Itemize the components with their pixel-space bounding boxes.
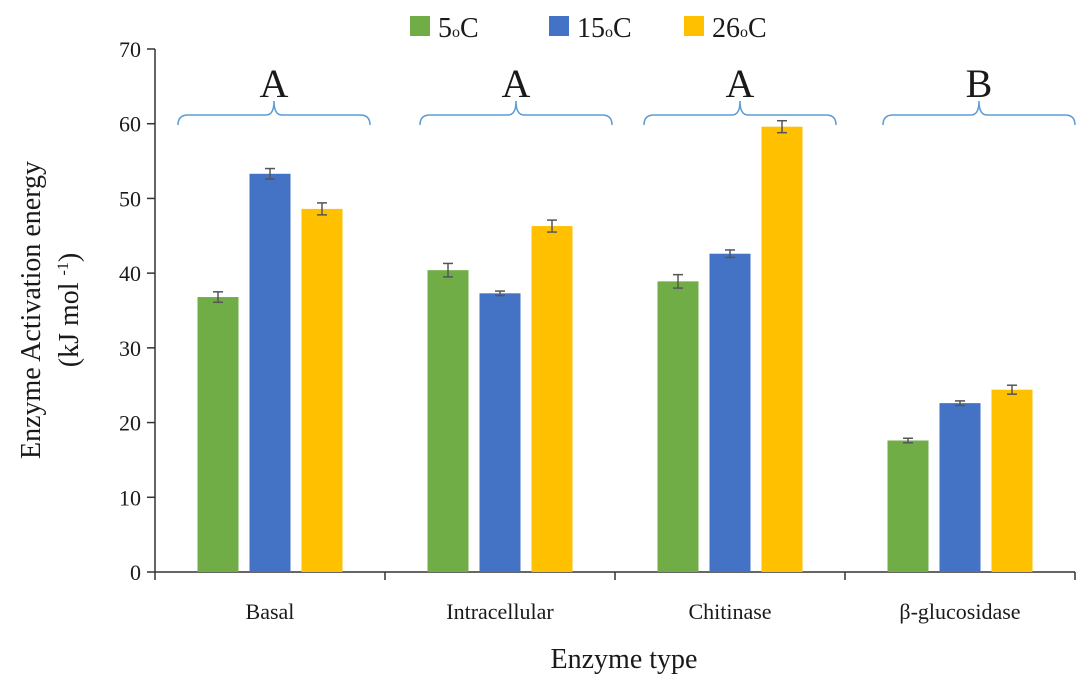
error-bar <box>317 202 327 216</box>
bar <box>301 208 343 573</box>
x-category-label: Intracellular <box>446 599 554 624</box>
legend-swatch <box>684 16 704 36</box>
error-bar <box>547 219 557 233</box>
curly-bracket <box>177 100 371 126</box>
legend-item: 5oC <box>410 13 479 44</box>
y-tick-label: 0 <box>130 560 141 585</box>
curly-bracket <box>643 100 837 126</box>
bar <box>531 226 573 572</box>
group-letter: A <box>502 61 531 106</box>
error-bar <box>673 273 683 289</box>
y-tick-label: 70 <box>119 37 141 62</box>
bar <box>197 297 239 572</box>
legend-label: 26oC <box>712 13 767 44</box>
error-bar <box>265 167 275 180</box>
bar-series <box>197 126 1033 573</box>
y-axis-title: Enzyme Activation energy (kJ mol -1) <box>16 161 85 459</box>
curly-bracket <box>882 100 1076 126</box>
error-bar <box>777 119 787 134</box>
error-bar <box>213 291 223 304</box>
legend-item: 26oC <box>684 13 767 44</box>
y-tick-label: 50 <box>119 186 141 211</box>
x-axis-title: Enzyme type <box>551 644 698 675</box>
y-tick-label: 30 <box>119 336 141 361</box>
curly-bracket <box>419 100 613 126</box>
bar <box>709 253 751 572</box>
y-axis: 0 10 20 30 40 50 60 70 <box>119 37 156 585</box>
legend-swatch <box>549 16 569 36</box>
bar <box>939 403 981 572</box>
bar <box>887 440 929 572</box>
bar <box>249 173 291 572</box>
y-axis-title-line2: (kJ mol -1) <box>54 253 85 367</box>
error-bar <box>955 400 965 407</box>
legend-swatch <box>410 16 430 36</box>
legend: 5oC 15oC 26oC <box>410 13 767 44</box>
error-bar <box>495 290 505 297</box>
y-axis-title-line1: Enzyme Activation energy <box>16 161 47 459</box>
group-letter: A <box>726 61 755 106</box>
error-bar <box>443 262 453 278</box>
y-tick-label: 20 <box>119 411 141 436</box>
x-axis: Basal Intracellular Chitinase β-glucosidase <box>154 571 1076 624</box>
group-letter: B <box>966 61 993 106</box>
error-bars <box>213 119 1017 444</box>
y-tick-label: 60 <box>119 112 141 137</box>
legend-label: 5oC <box>438 13 479 44</box>
error-bar <box>1007 384 1017 395</box>
x-category-label: Basal <box>246 599 295 624</box>
x-category-label: β-glucosidase <box>899 599 1020 624</box>
y-tick-label: 10 <box>119 485 141 510</box>
bar <box>657 281 699 572</box>
bar <box>479 293 521 572</box>
x-category-label: Chitinase <box>688 599 771 624</box>
legend-label: 15oC <box>577 13 632 44</box>
error-bar <box>903 437 913 444</box>
bar <box>427 270 469 572</box>
bar <box>761 126 803 573</box>
group-letter: A <box>260 61 289 106</box>
error-bar <box>725 249 735 259</box>
bar <box>991 389 1033 572</box>
y-tick-label: 40 <box>119 261 141 286</box>
legend-item: 15oC <box>549 13 632 44</box>
